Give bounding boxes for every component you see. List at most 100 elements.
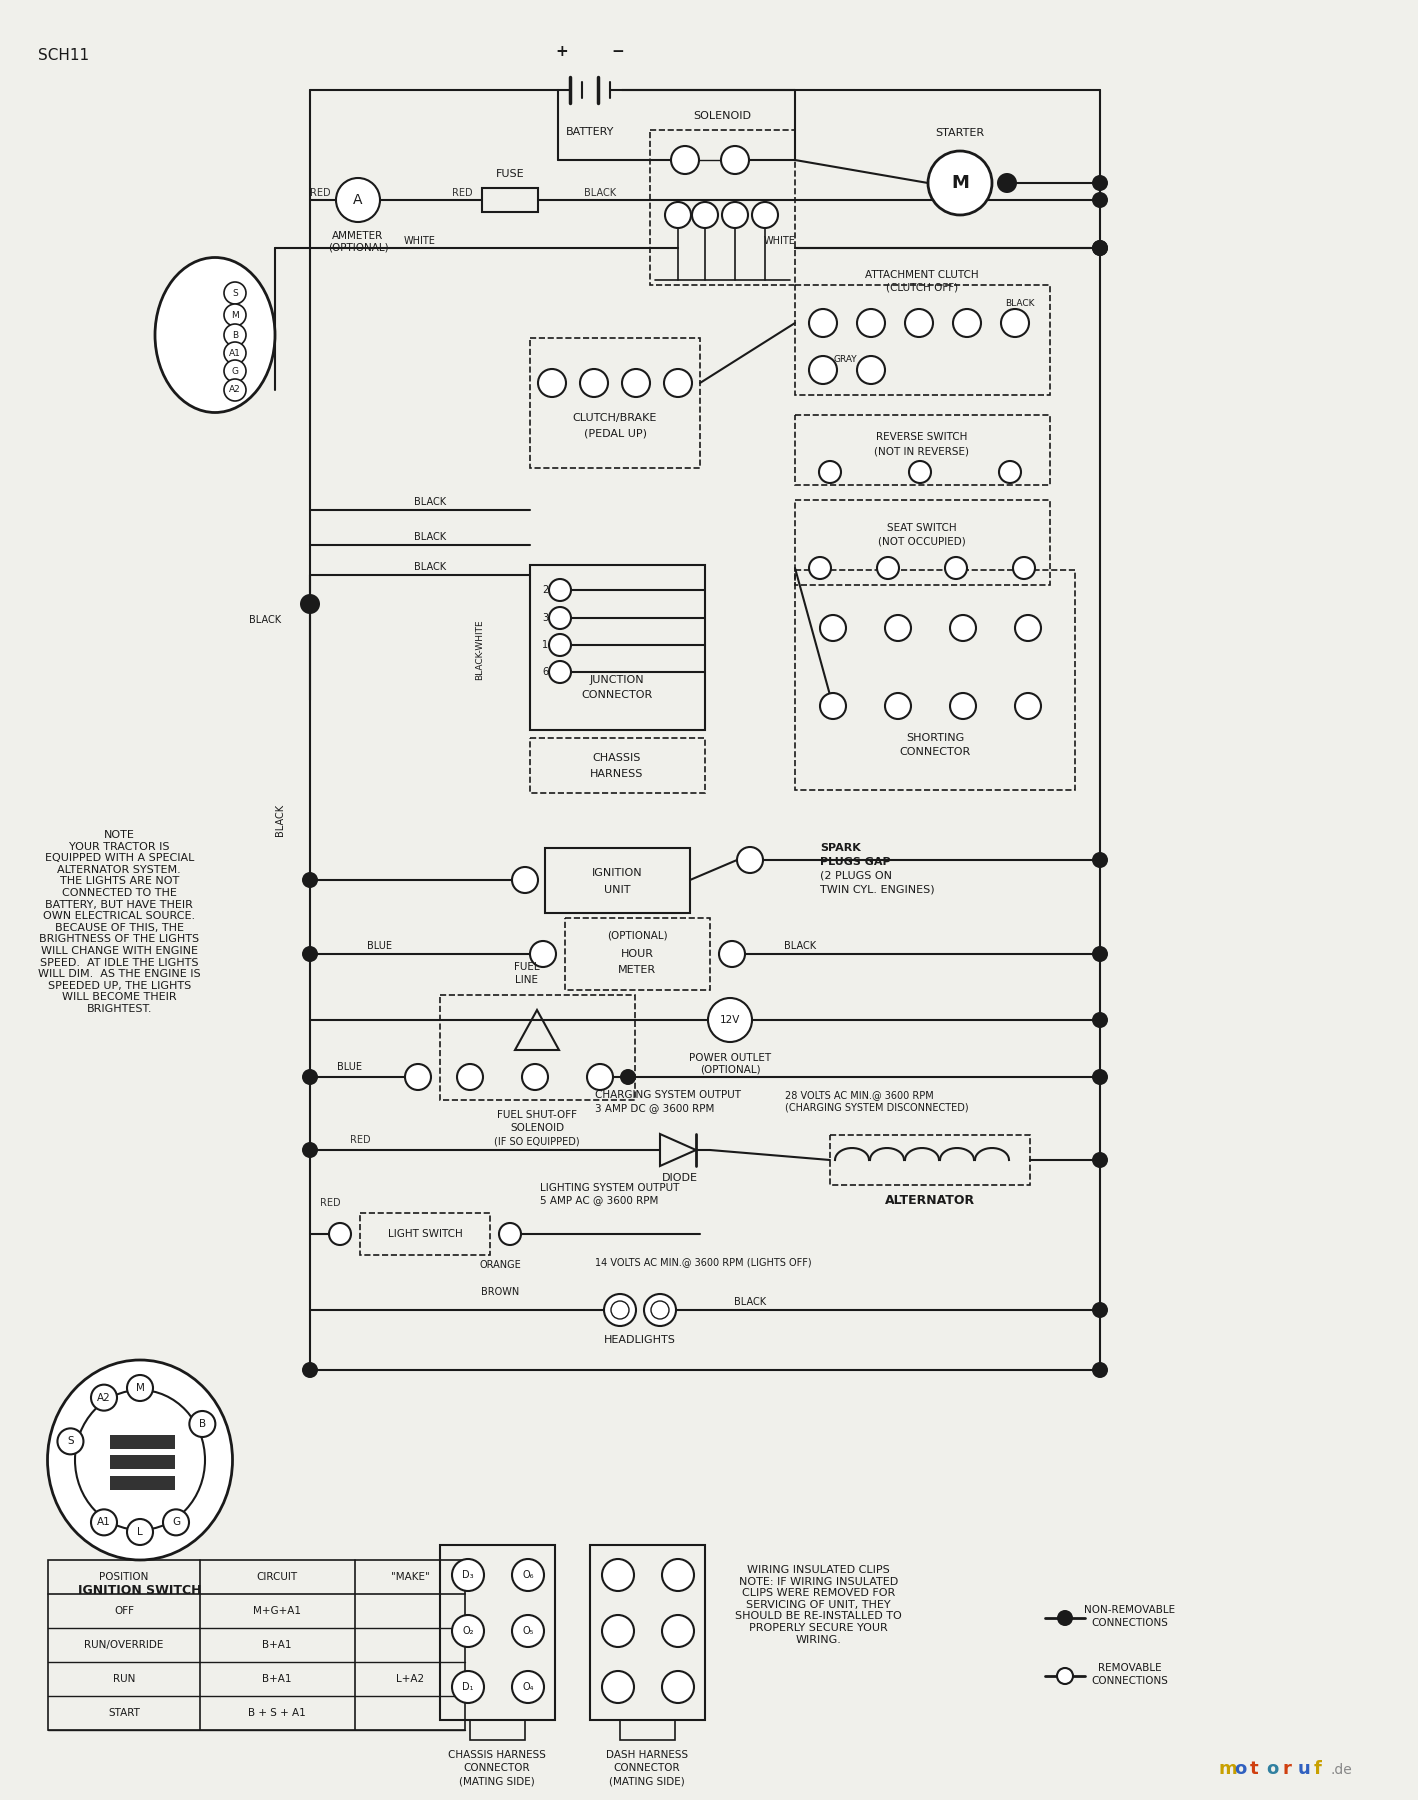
Text: HOUR: HOUR xyxy=(621,949,654,959)
Circle shape xyxy=(722,202,749,229)
Text: AMMETER: AMMETER xyxy=(332,230,384,241)
Text: (NOT OCCUPIED): (NOT OCCUPIED) xyxy=(878,536,966,547)
Circle shape xyxy=(856,310,885,337)
Circle shape xyxy=(651,1301,669,1319)
Circle shape xyxy=(1092,1012,1107,1028)
Circle shape xyxy=(58,1429,84,1454)
Text: (OPTIONAL): (OPTIONAL) xyxy=(699,1066,760,1075)
Text: START: START xyxy=(108,1708,140,1717)
Circle shape xyxy=(580,369,608,398)
Circle shape xyxy=(549,634,571,655)
Text: ATTACHMENT CLUTCH: ATTACHMENT CLUTCH xyxy=(865,270,978,281)
Circle shape xyxy=(128,1519,153,1544)
Text: M: M xyxy=(231,310,238,320)
Circle shape xyxy=(644,1294,676,1327)
Text: "MAKE": "MAKE" xyxy=(390,1571,430,1582)
Text: O₆: O₆ xyxy=(522,1570,533,1580)
Circle shape xyxy=(1092,947,1107,961)
Text: SPARK: SPARK xyxy=(820,842,861,853)
Bar xyxy=(482,187,537,212)
Circle shape xyxy=(909,461,932,482)
Text: BLACK: BLACK xyxy=(414,562,447,572)
Text: 14 VOLTS AC MIN.@ 3600 RPM (LIGHTS OFF): 14 VOLTS AC MIN.@ 3600 RPM (LIGHTS OFF) xyxy=(596,1256,811,1267)
Text: 5 AMP AC @ 3600 RPM: 5 AMP AC @ 3600 RPM xyxy=(540,1195,658,1204)
Bar xyxy=(111,1435,174,1449)
Text: LIGHT SWITCH: LIGHT SWITCH xyxy=(387,1229,462,1238)
Circle shape xyxy=(329,1222,352,1246)
Text: M: M xyxy=(951,175,968,193)
Text: o: o xyxy=(1266,1760,1278,1778)
Text: (MATING SIDE): (MATING SIDE) xyxy=(459,1777,535,1786)
Circle shape xyxy=(499,1222,520,1246)
Text: (IF SO EQUIPPED): (IF SO EQUIPPED) xyxy=(495,1136,580,1147)
Circle shape xyxy=(671,146,699,175)
Text: HEADLIGHTS: HEADLIGHTS xyxy=(604,1336,676,1345)
Text: m: m xyxy=(1218,1760,1236,1778)
Circle shape xyxy=(664,369,692,398)
Text: CIRCUIT: CIRCUIT xyxy=(257,1571,298,1582)
Circle shape xyxy=(720,146,749,175)
Text: DASH HARNESS: DASH HARNESS xyxy=(605,1750,688,1760)
Circle shape xyxy=(810,556,831,580)
Text: B+A1: B+A1 xyxy=(262,1640,292,1651)
Text: NON-REMOVABLE: NON-REMOVABLE xyxy=(1085,1606,1176,1615)
Text: PLUGS GAP: PLUGS GAP xyxy=(820,857,891,868)
Circle shape xyxy=(224,342,245,364)
Text: O₂: O₂ xyxy=(462,1625,474,1636)
Circle shape xyxy=(603,1670,634,1703)
Circle shape xyxy=(1092,851,1107,868)
Circle shape xyxy=(810,356,837,383)
Text: WIRING INSULATED CLIPS
NOTE: IF WIRING INSULATED
CLIPS WERE REMOVED FOR
SERVICIN: WIRING INSULATED CLIPS NOTE: IF WIRING I… xyxy=(735,1564,902,1645)
Circle shape xyxy=(457,1064,484,1091)
Text: L+A2: L+A2 xyxy=(396,1674,424,1685)
Circle shape xyxy=(662,1559,693,1591)
Circle shape xyxy=(810,310,837,337)
Circle shape xyxy=(620,1069,637,1085)
Text: A1: A1 xyxy=(96,1517,111,1528)
Text: 3 AMP DC @ 3600 RPM: 3 AMP DC @ 3600 RPM xyxy=(596,1103,715,1112)
Text: BROWN: BROWN xyxy=(481,1287,519,1298)
Circle shape xyxy=(190,1411,216,1436)
Text: RED: RED xyxy=(350,1136,370,1145)
Circle shape xyxy=(737,848,763,873)
Circle shape xyxy=(752,202,778,229)
Text: SOLENOID: SOLENOID xyxy=(693,112,752,121)
Text: .de: .de xyxy=(1330,1762,1351,1777)
Bar xyxy=(360,1213,491,1255)
Text: FUEL: FUEL xyxy=(515,961,540,972)
Bar xyxy=(795,500,1049,585)
Text: BLACK: BLACK xyxy=(275,805,285,835)
Text: RUN: RUN xyxy=(113,1674,135,1685)
Circle shape xyxy=(512,1670,545,1703)
Ellipse shape xyxy=(75,1390,206,1530)
Circle shape xyxy=(1092,175,1107,191)
Text: (CHARGING SYSTEM DISCONNECTED): (CHARGING SYSTEM DISCONNECTED) xyxy=(786,1103,968,1112)
Text: REVERSE SWITCH: REVERSE SWITCH xyxy=(876,432,967,443)
Text: t: t xyxy=(1251,1760,1259,1778)
Text: O₅: O₅ xyxy=(522,1625,533,1636)
Text: SCH11: SCH11 xyxy=(38,49,89,63)
Circle shape xyxy=(820,461,841,482)
Bar xyxy=(795,571,1075,790)
Text: RED: RED xyxy=(319,1199,340,1208)
Text: D₃: D₃ xyxy=(462,1570,474,1580)
Text: f: f xyxy=(1314,1760,1322,1778)
Text: CONNECTIONS: CONNECTIONS xyxy=(1092,1618,1168,1627)
Text: B + S + A1: B + S + A1 xyxy=(248,1708,306,1717)
Text: B: B xyxy=(233,331,238,340)
Text: r: r xyxy=(1282,1760,1290,1778)
Text: WHITE: WHITE xyxy=(764,236,795,247)
Text: LINE: LINE xyxy=(516,976,539,985)
Text: BLACK: BLACK xyxy=(1005,299,1035,308)
Text: (MATING SIDE): (MATING SIDE) xyxy=(610,1777,685,1786)
Circle shape xyxy=(91,1384,118,1411)
Text: CHASSIS HARNESS: CHASSIS HARNESS xyxy=(448,1750,546,1760)
Text: BLACK: BLACK xyxy=(584,187,615,198)
Text: POWER OUTLET: POWER OUTLET xyxy=(689,1053,771,1064)
Circle shape xyxy=(1092,239,1107,256)
Circle shape xyxy=(549,607,571,628)
Circle shape xyxy=(224,380,245,401)
Circle shape xyxy=(1092,193,1107,209)
Bar xyxy=(795,416,1049,484)
Circle shape xyxy=(950,616,976,641)
